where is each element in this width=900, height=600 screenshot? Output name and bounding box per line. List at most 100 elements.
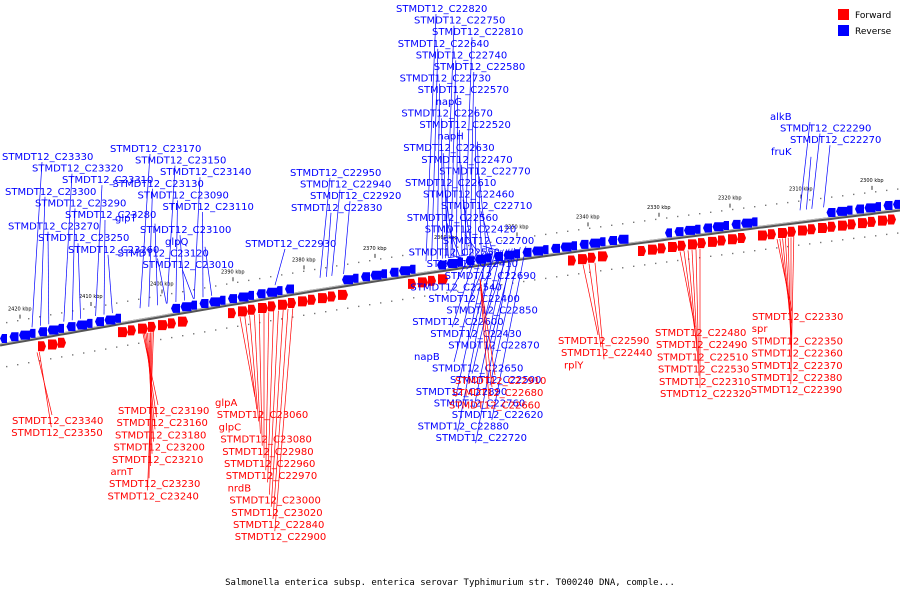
forward-gene-label: STMDT12_C23180 bbox=[115, 430, 206, 441]
reverse-leader-line bbox=[450, 60, 457, 258]
tick-dot bbox=[732, 252, 734, 255]
tick-dot bbox=[72, 354, 74, 356]
scale-label: 2340 kbp bbox=[576, 214, 600, 220]
tick-dot bbox=[149, 340, 151, 343]
forward-gene-arrow bbox=[808, 224, 816, 235]
forward-gene-label: rplY bbox=[564, 360, 584, 371]
forward-gene-label: STMDT12_C22320 bbox=[660, 389, 751, 400]
tick-dot bbox=[732, 208, 734, 211]
reverse-gene-arrow bbox=[285, 284, 294, 294]
tick-dot bbox=[589, 227, 591, 229]
reverse-leader-line bbox=[441, 118, 444, 259]
reverse-gene-label: STMDT12_C22770 bbox=[439, 166, 530, 177]
reverse-leader-line bbox=[343, 201, 351, 275]
tick-dot bbox=[589, 271, 591, 273]
tick-dot bbox=[435, 249, 437, 252]
reverse-gene-label: STMDT12_C22730 bbox=[400, 74, 491, 85]
tick-dot bbox=[215, 329, 217, 331]
reverse-gene-arrow bbox=[589, 238, 600, 248]
forward-gene-arrow bbox=[728, 234, 738, 245]
forward-leader-line bbox=[588, 263, 602, 348]
forward-gene-label: STMDT12_C23340 bbox=[12, 416, 103, 427]
tick-dot bbox=[809, 199, 811, 201]
reverse-gene-label: glpT bbox=[115, 214, 137, 225]
reverse-leader-line bbox=[319, 177, 331, 278]
forward-gene-label: STMDT12_C22980 bbox=[222, 447, 313, 458]
tick-dot bbox=[754, 206, 756, 208]
forward-gene-arrow bbox=[588, 252, 596, 263]
reverse-leader-line bbox=[326, 212, 332, 277]
reverse-gene-label: STMDT12_C22750 bbox=[414, 16, 505, 27]
reverse-gene-label: STMDT12_C23100 bbox=[140, 225, 231, 236]
forward-leader-line bbox=[147, 331, 154, 491]
reverse-leader-line bbox=[491, 246, 527, 421]
backbone-line bbox=[0, 208, 900, 347]
forward-gene-label: STMDT12_C22440 bbox=[561, 348, 652, 359]
tick-dot bbox=[644, 264, 646, 266]
tick-dot bbox=[556, 276, 558, 278]
reverse-gene-arrow bbox=[465, 256, 475, 266]
reverse-gene-arrow bbox=[199, 298, 209, 308]
reverse-gene-label: STMDT12_C22470 bbox=[421, 155, 512, 166]
tick-dot bbox=[292, 272, 294, 274]
forward-gene-arrow bbox=[868, 216, 876, 227]
reverse-gene-label: STMDT12_C23310 bbox=[62, 175, 153, 186]
tick-dot bbox=[545, 277, 547, 280]
reverse-gene-label: STMDT12_C22600 bbox=[412, 317, 503, 328]
scale-labels: 2420 kbp 2410 kbp 2400 kbp 2390 kbp 2380 kbp… bbox=[8, 178, 884, 319]
reverse-gene-arrow bbox=[380, 269, 387, 279]
forward-gene-arrow bbox=[858, 218, 868, 229]
forward-leader-line bbox=[265, 312, 270, 471]
tick-dot bbox=[193, 333, 195, 335]
reverse-leader-line bbox=[436, 83, 440, 260]
forward-leader-line bbox=[479, 278, 493, 388]
tick-dot bbox=[149, 296, 151, 299]
reverse-gene-arrow bbox=[684, 225, 695, 235]
forward-gene-label: STMDT12_C23350 bbox=[11, 428, 102, 439]
tick-dot bbox=[523, 236, 525, 239]
reverse-gene-arrow bbox=[855, 204, 864, 214]
reverse-gene-label: STMDT12_C23250 bbox=[38, 233, 129, 244]
forward-gene-arrow bbox=[148, 321, 156, 332]
reverse-gene-arrow bbox=[750, 217, 758, 227]
forward-gene-arrow bbox=[438, 274, 448, 285]
reverse-leader-line bbox=[40, 196, 46, 326]
reverse-gene-arrow bbox=[845, 205, 853, 215]
tick-dot bbox=[567, 274, 569, 276]
reverse-gene-label: STMDT12_C23270 bbox=[8, 222, 99, 233]
forward-gene-arrow bbox=[38, 341, 46, 352]
reverse-gene-label: STMDT12_C22560 bbox=[407, 213, 498, 224]
forward-gene-label: STMDT12_C23020 bbox=[231, 508, 322, 519]
reverse-gene-label: STMDT12_C22830 bbox=[291, 203, 382, 214]
reverse-leader-line bbox=[157, 258, 167, 304]
reverse-gene-label: STMDT12_C22520 bbox=[419, 120, 510, 131]
reverse-leader-line bbox=[806, 156, 812, 210]
reverse-gene-label: STMDT12_C23300 bbox=[5, 187, 96, 198]
forward-gene-arrow bbox=[778, 227, 788, 238]
forward-gene-label: STMDT12_C22380 bbox=[751, 373, 842, 384]
tick-dot bbox=[39, 360, 41, 362]
legend-reverse-label: Reverse bbox=[855, 27, 892, 37]
forward-leader-line bbox=[244, 316, 258, 410]
forward-gene-arrow bbox=[298, 296, 308, 307]
forward-gene-arrow bbox=[268, 301, 276, 312]
reverse-leader-line bbox=[175, 200, 178, 303]
forward-gene-label: STMDT12_C22490 bbox=[656, 340, 747, 351]
forward-leader-line bbox=[582, 264, 599, 336]
forward-gene-arrow bbox=[638, 245, 646, 256]
forward-gene-arrow bbox=[658, 243, 666, 254]
tick-dot bbox=[754, 250, 756, 252]
forward-gene-arrow bbox=[228, 308, 236, 319]
forward-gene-arrow bbox=[288, 298, 296, 309]
tick-dot bbox=[204, 287, 206, 289]
reverse-leader-line bbox=[442, 153, 449, 258]
reverse-gene-arrow bbox=[9, 332, 19, 342]
forward-gene-label: arnT bbox=[111, 467, 134, 478]
forward-leader-line bbox=[790, 236, 795, 385]
tick-dot bbox=[336, 265, 338, 267]
reverse-leader-line bbox=[811, 133, 821, 209]
reverse-gene-label: napH bbox=[437, 132, 463, 143]
forward-gene-label: STMDT12_C23240 bbox=[108, 491, 199, 502]
tick-dot bbox=[776, 203, 778, 205]
reverse-gene-label: STMDT12_C23280 bbox=[65, 210, 156, 221]
